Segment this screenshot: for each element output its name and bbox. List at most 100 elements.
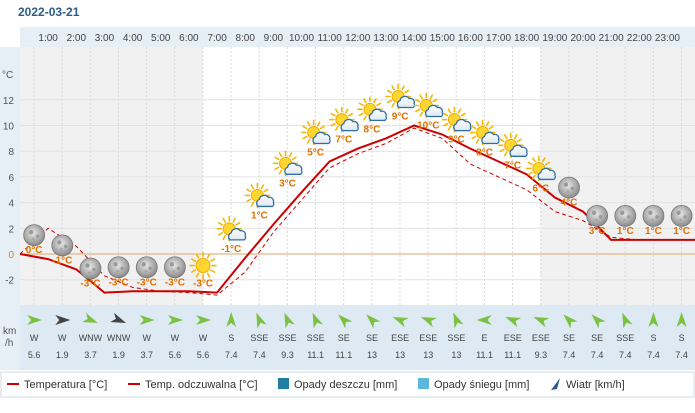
sun-ray xyxy=(302,125,308,130)
moon-disc xyxy=(558,176,580,199)
wind-direction-label: SSE xyxy=(250,333,268,343)
wind-direction-label: W xyxy=(171,333,180,343)
wind-speed-label: 13 xyxy=(423,350,433,360)
wind-speed-label: 7.4 xyxy=(619,350,632,360)
moon-icon xyxy=(79,257,102,280)
moon-icon xyxy=(642,204,665,227)
sun-ray xyxy=(263,188,269,193)
moon-icon xyxy=(614,204,637,227)
wind-direction-label: S xyxy=(650,333,656,343)
moon-disc xyxy=(79,257,102,280)
moon-disc xyxy=(23,224,46,247)
wind-arrow-icon xyxy=(366,314,381,329)
hour-label: 12:00 xyxy=(345,33,370,44)
moon-crater xyxy=(620,210,625,216)
sun-ray xyxy=(485,121,490,127)
sun-ray xyxy=(499,138,505,143)
sun-ray xyxy=(419,94,424,100)
cloud-shape xyxy=(481,131,500,145)
cloud-shape xyxy=(227,228,247,241)
wind-direction-label: W xyxy=(143,333,152,343)
sun-ray xyxy=(319,125,325,130)
wind-arrow-shape xyxy=(366,314,381,329)
wind-arrow-icon xyxy=(476,315,492,325)
hour-label: 5:00 xyxy=(151,33,171,44)
legend-wind-label: Wiatr [km/h] xyxy=(566,379,625,391)
wind-arrow-icon xyxy=(338,314,353,329)
sun-ray xyxy=(532,157,536,163)
hour-label: 7:00 xyxy=(207,33,227,44)
moon-crater xyxy=(113,262,118,267)
sun-ray xyxy=(288,152,293,158)
temperature-label: -3°C xyxy=(193,279,213,290)
hour-labels: 1:00 2:00 3:00 4:00 5:00 6:00 7:00 8:00 9:00 10:0… xyxy=(38,33,680,44)
wind-direction-label: W xyxy=(30,333,39,343)
sun-ray xyxy=(376,102,382,107)
sun-ray xyxy=(503,134,508,140)
sun-ray xyxy=(358,102,364,107)
temperature-label: 7°C xyxy=(504,160,521,171)
wind-arrow-shape xyxy=(256,312,267,329)
sun-ray xyxy=(210,258,216,262)
wind-arrow-icon xyxy=(226,312,237,327)
temperature-label: 1°C xyxy=(251,210,268,221)
wind-strip xyxy=(20,305,695,370)
hour-label: 21:00 xyxy=(599,33,624,44)
sun-ray xyxy=(250,184,255,190)
wind-direction-label: SSE xyxy=(307,333,325,343)
sun-ray xyxy=(432,98,438,103)
temperature-label: -3°C xyxy=(137,277,157,288)
sun-ray xyxy=(274,156,280,161)
wind-speed-label: 5.6 xyxy=(197,350,210,360)
wind-row: W5.6W1.9WNW3.7WNW1.9W3.7W5.6W5.6S7.4SSE7… xyxy=(27,312,688,360)
wind-arrow-icon xyxy=(453,312,464,329)
moon-crater xyxy=(116,269,119,273)
wind-arrow-icon xyxy=(284,312,295,329)
sun-ray xyxy=(404,89,410,94)
legend-frame xyxy=(0,371,695,398)
sun-ray xyxy=(488,125,494,130)
sun-ray xyxy=(246,198,252,203)
hour-label: 9:00 xyxy=(264,33,284,44)
temperature-label: -3°C xyxy=(109,277,129,288)
sun-ray xyxy=(386,89,392,94)
wind-arrow-icon xyxy=(591,314,606,329)
moon-crater xyxy=(676,210,681,216)
sun-ray xyxy=(222,217,226,223)
wind-speed-label: 7.4 xyxy=(225,350,238,360)
y-tick-label: 12 xyxy=(3,96,15,107)
sun-ray xyxy=(499,148,505,153)
wind-speed-label: 13 xyxy=(367,350,377,360)
wind-arrow-shape xyxy=(167,315,183,325)
hour-label: 6:00 xyxy=(179,33,199,44)
legend-temp-label: Temperatura [°C] xyxy=(24,379,107,391)
moon-crater xyxy=(28,229,34,235)
wind-arrow-icon xyxy=(676,312,687,327)
temperature-point-labels: 0°C -1°C -3°C -3°C -3°C -3°C -3°C -1°C 1°C 3°C 5°C… xyxy=(26,112,690,290)
hour-label: 18:00 xyxy=(514,33,539,44)
wind-unit-h: /h xyxy=(5,338,13,349)
sun-ray xyxy=(334,108,339,114)
sun-ray xyxy=(190,258,197,262)
wind-speed-label: 11.1 xyxy=(476,350,493,360)
hour-label: 14:00 xyxy=(402,33,427,44)
sun-ray xyxy=(232,217,236,223)
moon-disc xyxy=(135,256,158,279)
sun-ray xyxy=(218,222,224,226)
temperature-label: -3°C xyxy=(80,279,100,290)
wind-direction-label: W xyxy=(199,333,208,343)
sun-ray xyxy=(542,157,546,163)
wind-arrow-shape xyxy=(226,312,237,327)
sun-ray xyxy=(330,112,336,117)
sun-ray xyxy=(210,269,216,273)
moon-crater xyxy=(92,267,96,272)
wind-direction-label: SSE xyxy=(447,333,465,343)
sun-cloud-icon xyxy=(272,150,303,177)
temperature-label: -1°C xyxy=(221,244,241,255)
legend-wind-arrow-icon xyxy=(551,378,560,390)
moon-crater xyxy=(144,269,148,273)
moon-crater xyxy=(623,218,626,222)
moon-crater xyxy=(563,182,569,187)
sun-ray xyxy=(190,269,197,273)
